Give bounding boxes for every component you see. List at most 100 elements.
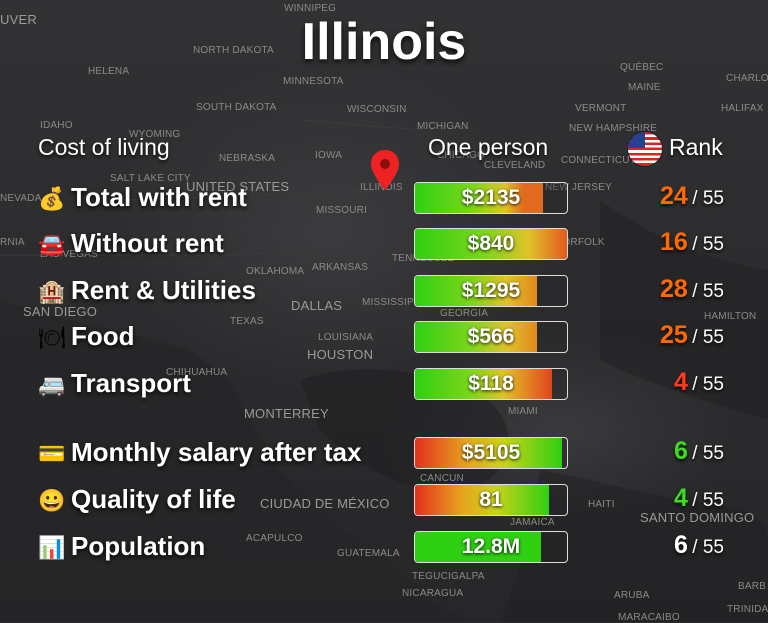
one-person-header: One person [428, 134, 549, 160]
rank-number: 6 [673, 531, 688, 559]
rank-total: / 55 [692, 281, 724, 302]
rank-total: / 55 [692, 327, 724, 348]
map-label: SOUTH DAKOTA [196, 102, 277, 113]
value-bar-fill [415, 183, 543, 213]
plate-icon: 🍽 [38, 325, 66, 350]
map-label: HAMILTON [704, 311, 757, 322]
value-bar: 81 [414, 484, 568, 516]
hotel-icon: 🏨 [38, 279, 66, 304]
map-label: MARACAIBO [618, 612, 680, 623]
cost-row: 🍽 Food $566 25 / 55 [0, 321, 768, 361]
map-label: DALLAS [291, 298, 343, 313]
rank-number: 25 [660, 321, 688, 349]
map-label: VERMONT [575, 103, 627, 114]
row-label: Rent & Utilities [71, 275, 256, 305]
map-label: MIAMI [508, 406, 538, 417]
value-bar-fill [415, 276, 537, 306]
map-label: NORTH DAKOTA [193, 45, 274, 56]
us-flag-icon [628, 132, 662, 166]
map-label: OKLAHOMA [246, 266, 305, 277]
row-label: Quality of life [71, 484, 236, 514]
map-label: MISSISSIPPI [362, 297, 424, 308]
value-bar-fill [415, 438, 563, 468]
value-text: 81 [479, 488, 503, 511]
page-title: Illinois [301, 13, 467, 71]
map-label: CHICAGO [437, 150, 486, 161]
map-label: ACAPULCO [246, 533, 303, 544]
bus-icon: 🚐 [38, 372, 66, 397]
location-pin-icon [371, 150, 399, 195]
rank-number: 28 [660, 275, 688, 303]
rank-total: / 55 [692, 188, 724, 209]
map-label: CHARLO [726, 73, 768, 84]
rank-total: / 55 [692, 537, 724, 558]
map-label: TEXAS [230, 316, 264, 327]
car-icon: 🚘 [38, 232, 66, 257]
map-label: IDAHO [40, 120, 73, 131]
value-bar-fill [415, 532, 542, 562]
map-label: CIUDAD DE MÉXICO [260, 496, 390, 511]
row-label: Food [71, 321, 135, 351]
rank-number: 6 [673, 437, 688, 465]
rank-total: / 55 [692, 374, 724, 395]
value-bar-fill [415, 322, 537, 352]
map-label: GEORGIA [440, 308, 489, 319]
rank: 6 / 55 [600, 437, 724, 466]
rank-header: Rank [669, 134, 723, 160]
map-label: ARKANSAS [312, 262, 369, 273]
cost-row: 🚐 Transport $118 4 / 55 [0, 368, 768, 408]
map-label: SAN DIEGO [23, 304, 98, 319]
rank: 4 / 55 [600, 484, 724, 513]
cost-row: 😀 Quality of life 81 4 / 55 [0, 484, 768, 524]
map-label: IOWA [315, 150, 343, 161]
map-label: CANCUN [420, 473, 464, 484]
value-bar: $5105 [414, 437, 568, 469]
map-label: NICARAGUA [402, 588, 464, 599]
smiley-icon: 😀 [38, 488, 66, 513]
map-label: MINNESOTA [283, 76, 344, 87]
rank: 16 / 55 [600, 228, 724, 257]
rank-number: 16 [660, 228, 688, 256]
row-label: Monthly salary after tax [71, 437, 362, 467]
value-text: $2135 [461, 186, 521, 209]
map-label: HOUSTON [307, 347, 374, 362]
map-label: HAITI [588, 499, 615, 510]
map-label: BARB [738, 581, 767, 592]
rank-number: 4 [673, 484, 688, 512]
value-bar: $840 [414, 228, 568, 260]
map-label: TEGUCIGALPA [412, 571, 485, 582]
map-label: NEVADA [0, 193, 42, 204]
rank-number: 24 [660, 182, 688, 210]
cost-row: 💳 Monthly salary after tax $5105 6 / 55 [0, 437, 768, 477]
rank: 24 / 55 [600, 182, 724, 211]
bar-chart-icon: 📊 [38, 535, 66, 560]
map-label: MISSOURI [316, 205, 368, 216]
map-label: JAMAICA [510, 517, 555, 528]
map-label: QUÉBEC [620, 62, 664, 73]
row-label: Without rent [71, 228, 224, 258]
value-bar: $2135 [414, 182, 568, 214]
map-label: MONTERREY [244, 406, 329, 421]
map-label: GUATEMALA [337, 548, 400, 559]
map-label: WINNIPEG [284, 3, 337, 14]
row-label: Population [71, 531, 206, 561]
value-bar: 12.8M [414, 531, 568, 563]
map-label: NORFOLK [555, 237, 605, 248]
map-label: TRINIDAD [727, 604, 768, 615]
value-text: $5105 [461, 441, 521, 464]
map-label: MAINE [628, 82, 661, 93]
rank: 6 / 55 [600, 531, 724, 560]
map-label: CHIHUAHUA [166, 367, 228, 378]
map-label: MICHIGAN [417, 121, 469, 132]
value-text: $840 [467, 232, 515, 255]
map-label: WYOMING [129, 129, 181, 140]
map-label: SALT LAKE CITY [110, 173, 191, 184]
value-bar: $1295 [414, 275, 568, 307]
map-label: NEW HAMPSHIRE [569, 123, 658, 134]
value-bar-fill [415, 229, 567, 259]
value-text: $1295 [461, 279, 521, 302]
map-label: WISCONSIN [347, 104, 407, 115]
map-label: RNIA [0, 237, 25, 248]
cost-row: 📊 Population 12.8M 6 / 55 [0, 531, 768, 571]
